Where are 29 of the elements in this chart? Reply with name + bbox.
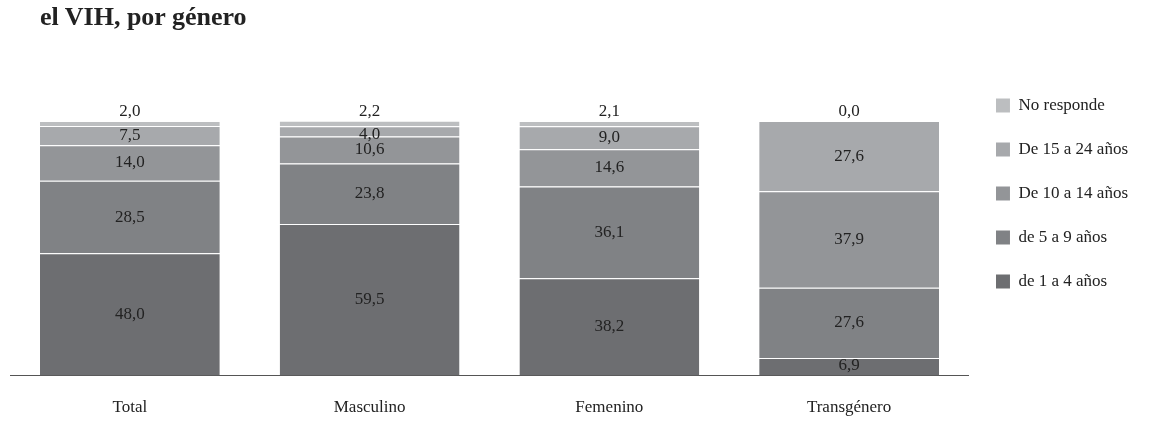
x-tick-label: Transgénero xyxy=(806,397,892,417)
data-label: 14,0 xyxy=(115,152,145,172)
data-label: 2,2 xyxy=(358,100,381,120)
data-label: 28,5 xyxy=(115,206,145,226)
data-label: 59,5 xyxy=(354,289,385,309)
data-label: 9,0 xyxy=(598,127,620,147)
legend-label: No responde xyxy=(1018,94,1105,114)
legend-label: De 10 a 14 años xyxy=(1018,182,1128,202)
data-label: 14,6 xyxy=(594,157,625,177)
chart-title: el VIH, por género xyxy=(40,2,247,32)
x-tick-label: Total xyxy=(112,397,148,417)
data-label: 27,6 xyxy=(834,312,864,332)
legend-label: de 5 a 9 años xyxy=(1018,226,1108,246)
data-label: 6,9 xyxy=(838,355,860,375)
data-label: 0,0 xyxy=(838,100,860,120)
data-label: 36,1 xyxy=(594,221,625,241)
data-label: 27,6 xyxy=(834,145,864,165)
data-label: 2,0 xyxy=(119,100,141,120)
data-label: 4,0 xyxy=(358,123,381,143)
legend-label: De 15 a 24 años xyxy=(1018,138,1128,158)
legend-label: de 1 a 4 años xyxy=(1018,270,1108,290)
data-label: 48,0 xyxy=(115,303,145,323)
data-label: 7,5 xyxy=(119,125,141,145)
data-label: 38,2 xyxy=(594,316,625,336)
data-label: 2,1 xyxy=(598,100,620,120)
data-label: 37,9 xyxy=(834,228,864,248)
x-tick-label: Masculino xyxy=(333,397,406,417)
x-tick-label: Femenino xyxy=(575,397,644,417)
data-label: 23,8 xyxy=(354,183,385,203)
